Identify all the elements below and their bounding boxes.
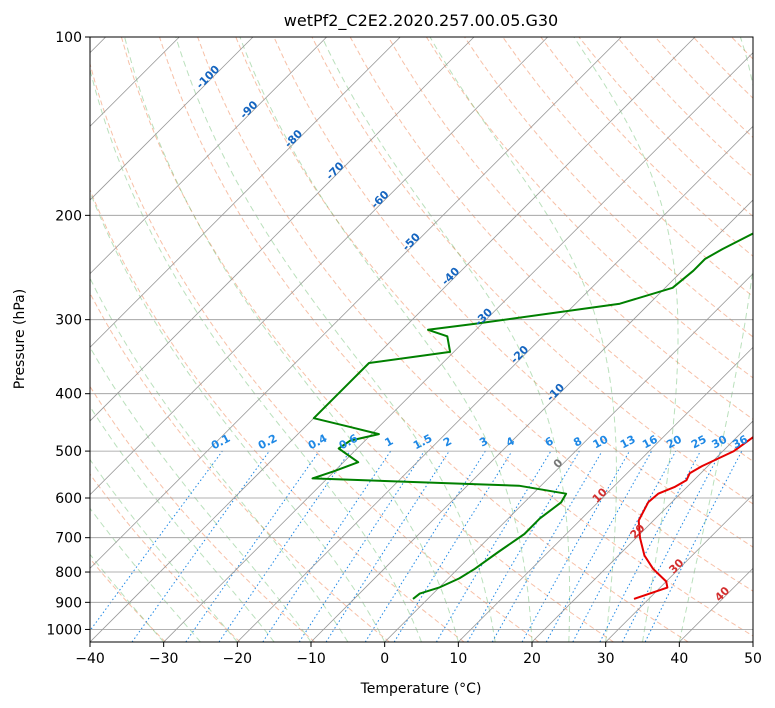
x-axis-label: Temperature (°C) (360, 681, 482, 697)
isotherm (90, 37, 401, 348)
y-tick-label: 800 (55, 565, 82, 581)
isotherm (752, 641, 753, 642)
moist-adiabat (239, 37, 533, 642)
x-tick-label: −40 (75, 651, 105, 667)
mixing-ratio-line (572, 450, 677, 642)
grid-lines (90, 37, 753, 642)
x-tick-label: 50 (744, 651, 762, 667)
mixing-ratio-line (393, 450, 513, 642)
mixing-ratio-line (262, 450, 392, 642)
x-tick-label: 10 (449, 651, 467, 667)
mixing-ratio-label: 25 (689, 433, 709, 452)
dry-adiabat (235, 37, 753, 592)
dry-adiabat (273, 37, 753, 548)
temperature-profile (633, 435, 753, 600)
isotherm (90, 37, 622, 569)
dry-adiabat (425, 37, 753, 379)
isotherm (458, 346, 753, 642)
chart-title: wetPf2_C2E2.2020.257.00.05.G30 (284, 11, 558, 31)
dry-adiabat (90, 385, 316, 642)
moist-adiabat (90, 190, 386, 642)
mixing-ratio-line (185, 450, 320, 642)
isotherm (163, 52, 753, 642)
y-tick-label: 900 (55, 595, 82, 611)
moist-adiabat (175, 37, 496, 642)
isotherm (605, 494, 753, 642)
dry-adiabat (90, 62, 540, 642)
mixing-ratio-line (325, 450, 450, 642)
dry-adiabat (90, 292, 390, 642)
dry-adiabat (90, 188, 465, 642)
moist-adiabat (90, 67, 422, 642)
isotherm (90, 37, 475, 422)
mixing-ratio-label: 13 (618, 433, 638, 452)
mixing-ratio-label: 20 (664, 433, 684, 452)
moist-adiabat (124, 37, 459, 642)
isotherm (310, 199, 753, 642)
moist-adiabat (90, 405, 275, 642)
background-lines (90, 37, 775, 642)
mixing-ratio-line (131, 450, 270, 642)
y-tick-label: 100 (55, 30, 82, 46)
series-layer (311, 232, 753, 600)
x-tick-label: 20 (523, 651, 541, 667)
isotherm (531, 420, 753, 642)
plot-frame (89, 36, 754, 643)
dry-adiabat (464, 37, 753, 338)
y-axis: 1000 900 800 700 600 500 400 300 200 100 (46, 30, 90, 638)
moist-adiabat (678, 37, 753, 642)
dry-adiabat (90, 473, 241, 642)
mixing-ratio-label: 16 (640, 433, 660, 452)
x-tick-label: −10 (296, 651, 326, 667)
plot-background (90, 37, 753, 642)
dry-adiabat (197, 37, 753, 637)
dry-adiabat (90, 557, 166, 642)
y-tick-label: 700 (55, 531, 82, 547)
isotherm (237, 125, 753, 642)
y-tick-label: 1000 (46, 622, 82, 638)
y-axis-label: Pressure (hPa) (12, 289, 28, 389)
mixing-ratio-line (644, 450, 743, 642)
mixing-ratio-line (521, 450, 630, 642)
isotherm (90, 37, 548, 496)
moist-adiabat (90, 277, 349, 642)
y-tick-label: 200 (55, 208, 82, 224)
isotherm (90, 37, 327, 275)
isotherm (384, 273, 753, 642)
mixing-ratio-line (545, 450, 653, 642)
x-tick-label: 30 (597, 651, 615, 667)
mixing-ratio-line (298, 450, 425, 642)
moist-adiabat (573, 37, 679, 642)
y-tick-label: 400 (55, 387, 82, 403)
x-tick-label: −30 (149, 651, 179, 667)
dry-adiabat (349, 37, 753, 462)
dry-adiabat (770, 37, 775, 642)
moist-adiabat (90, 458, 238, 642)
mixing-ratio-line (90, 450, 223, 632)
x-tick-label: 40 (670, 651, 688, 667)
x-tick-label: 0 (380, 651, 389, 667)
y-tick-label: 600 (55, 491, 82, 507)
mixing-ratio-label: 36 (730, 433, 750, 452)
isotherm (90, 37, 696, 642)
dry-adiabat (120, 37, 614, 642)
moist-adiabat (321, 37, 571, 642)
dewpoint-profile (311, 232, 753, 600)
isotherm (90, 37, 254, 201)
mixing-ratio-line (218, 450, 351, 642)
moist-adiabat (429, 37, 617, 642)
y-tick-label: 500 (55, 444, 82, 460)
mixing-ratio-label: 10 (591, 433, 611, 452)
x-tick-label: −20 (223, 651, 253, 667)
mixing-ratio-label: 30 (710, 433, 730, 452)
x-axis: −40 −30 −20 −10 0 10 20 30 40 50 (75, 642, 762, 667)
dry-adiabat (159, 37, 689, 642)
y-tick-label: 300 (55, 313, 82, 329)
